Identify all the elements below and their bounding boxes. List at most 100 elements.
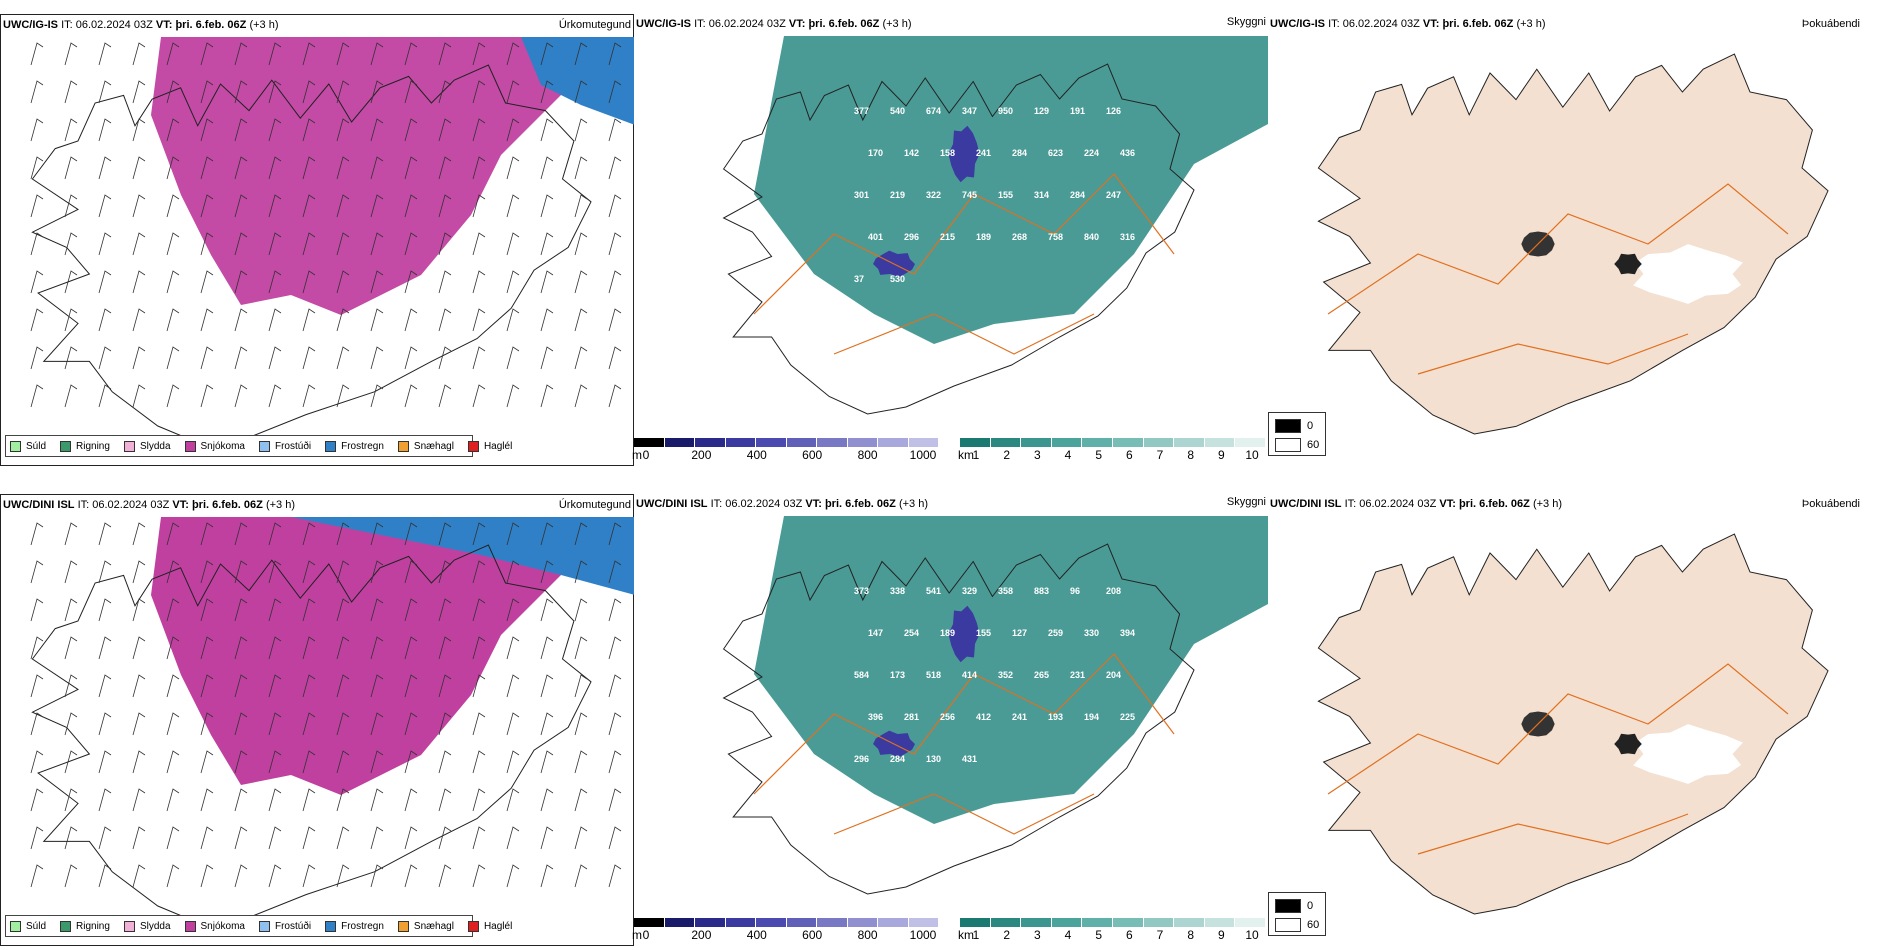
wind-barb [438, 560, 452, 584]
wind-barb [574, 522, 588, 546]
colorbar-cell [1143, 918, 1175, 927]
wind-barb [234, 712, 248, 736]
colorbar-cell [990, 438, 1022, 447]
wind-barb [608, 864, 622, 888]
wind-barb [438, 346, 452, 370]
wind-barb [64, 194, 78, 218]
wind-barb [234, 826, 248, 850]
wind-barb [30, 346, 44, 370]
cloud-base-label: 530 [890, 274, 905, 284]
wind-barb [64, 636, 78, 660]
wind-barb [438, 270, 452, 294]
wind-barb [506, 598, 520, 622]
wind-barb [608, 636, 622, 660]
wind-barb [30, 750, 44, 774]
wind-barb [336, 826, 350, 850]
wind-barb [404, 156, 418, 180]
wind-barb [574, 712, 588, 736]
cloud-base-label: 259 [1048, 628, 1063, 638]
wind-barb [30, 826, 44, 850]
wind-barb [234, 598, 248, 622]
fog-legend-low: 0 [1307, 420, 1314, 432]
wind-barb [370, 788, 384, 812]
fog-panel-bottom: UWC/DINI ISL IT: 06.02.2024 03Z VT: þri.… [1268, 494, 1900, 946]
wind-barb [574, 42, 588, 66]
colorbar-cell [1082, 918, 1113, 927]
wind-barb [608, 232, 622, 256]
wind-barb [98, 42, 112, 66]
colorbar-cell [1204, 438, 1236, 447]
wind-barb [404, 560, 418, 584]
precip-legend-top: Súld Rigning Slydda Snjókoma Frostúði Frostre… [5, 435, 512, 457]
wind-barb [336, 788, 350, 812]
wind-barb [166, 636, 180, 660]
wind-barb [268, 674, 282, 698]
colorbar-tick: 2 [1003, 928, 1010, 942]
legend-label: Rigning [76, 440, 110, 452]
glacier [1633, 244, 1743, 304]
cloud-panel-bottom: 373 338 541 329 358 883 96 208 147 254 189 155 127 25… [632, 494, 1268, 946]
fog-legend-dark [1275, 419, 1301, 433]
colorbar-cell [786, 438, 817, 447]
wind-barb [506, 750, 520, 774]
wind-barb [540, 674, 554, 698]
wind-barb [540, 712, 554, 736]
legend-swatch [325, 440, 337, 452]
fog-legend-light [1275, 438, 1301, 452]
fog-legend-low: 0 [1307, 900, 1314, 912]
colorbar-cell [960, 438, 991, 447]
colorbar-tick: 200 [691, 448, 712, 462]
wind-barb [336, 560, 350, 584]
wind-barb [472, 826, 486, 850]
wind-barb [506, 636, 520, 660]
wind-barb [370, 194, 384, 218]
wind-barb [370, 826, 384, 850]
cloud-base-label: 396 [868, 712, 883, 722]
cloud-base-label: 284 [1070, 190, 1085, 200]
precip-title-bottom: Úrkomutegund [558, 499, 631, 511]
wind-barb [302, 560, 316, 584]
wind-barb [438, 522, 452, 546]
wind-barb [574, 384, 588, 408]
wind-barb [200, 194, 214, 218]
wind-barb [268, 384, 282, 408]
colorbar-tick: 4 [1064, 448, 1072, 462]
legend-swatch [397, 920, 409, 932]
wind-barb [540, 156, 554, 180]
cloud-base-label: 840 [1084, 232, 1099, 242]
wind-barb [506, 864, 520, 888]
cloud-map-top: 377 540 674 347 950 129 191 126 170 142 158 241 284 6… [722, 36, 1268, 415]
legend-swatch [10, 920, 21, 932]
wind-barb [540, 194, 554, 218]
wind-barb [574, 80, 588, 104]
wind-barb [404, 194, 418, 218]
wind-barb [200, 826, 214, 850]
wind-barb [370, 598, 384, 622]
wind-barb [608, 788, 622, 812]
colorbar-tick: 1 [972, 448, 980, 462]
colorbar-tick: 8 [1187, 448, 1194, 462]
wind-barb [608, 522, 622, 546]
wind-barb [132, 598, 146, 622]
colorbar-cell [634, 918, 665, 927]
cloud-base-label: 219 [890, 190, 905, 200]
wind-barb [166, 270, 180, 294]
wind-barb [166, 712, 180, 736]
wind-barb [506, 346, 520, 370]
cloud-base-label: 394 [1120, 628, 1135, 638]
cloud-base-label: 322 [926, 190, 941, 200]
road-network [753, 173, 1175, 355]
wind-barb [608, 560, 622, 584]
cloud-base-label: 241 [1012, 712, 1027, 722]
wind-barb [132, 522, 146, 546]
wind-barb [608, 674, 622, 698]
precip-legend-item: Rigning [60, 920, 110, 932]
wind-barb [98, 270, 112, 294]
wind-barb [268, 118, 282, 142]
glacier [1633, 724, 1743, 784]
wind-barb [438, 156, 452, 180]
cloud-base-label: 231 [1070, 670, 1085, 680]
wind-barb [234, 384, 248, 408]
wind-barb [132, 80, 146, 104]
snow-area [151, 517, 591, 795]
